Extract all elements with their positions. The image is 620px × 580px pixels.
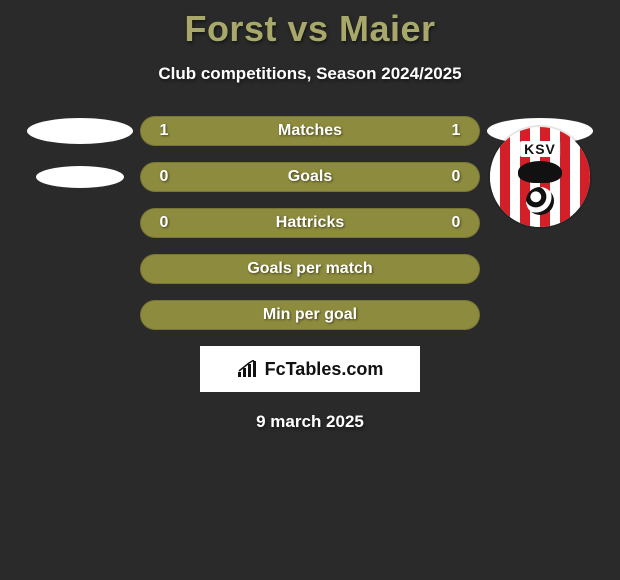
source-badge[interactable]: FcTables.com: [200, 346, 420, 392]
source-badge-text: FcTables.com: [265, 359, 384, 380]
stat-row: Goals per match: [0, 254, 620, 284]
club-badge-text: KSV: [520, 141, 560, 157]
stat-left-value: 0: [158, 214, 170, 232]
stat-right-value: 0: [450, 214, 462, 232]
stat-left-value: 0: [158, 168, 170, 186]
date-text: 9 march 2025: [0, 412, 620, 432]
stat-right-value: 0: [450, 168, 462, 186]
stat-label: Matches: [278, 122, 342, 140]
stat-pill-min-per-goal: Min per goal: [140, 300, 480, 330]
club-badge-eagle-icon: [518, 161, 562, 183]
stat-pill-matches: 1 Matches 1: [140, 116, 480, 146]
club-badge-ball-icon: [526, 187, 554, 215]
chart-icon: [237, 360, 259, 378]
left-side: [20, 166, 140, 188]
stat-row: 0 Goals 0 KSV: [0, 162, 620, 192]
player-ellipse-left: [27, 118, 133, 144]
player-ellipse-left: [36, 166, 124, 188]
stat-right-value: 1: [450, 122, 462, 140]
stat-label: Goals: [288, 168, 332, 186]
subtitle: Club competitions, Season 2024/2025: [0, 64, 620, 84]
stat-pill-goals-per-match: Goals per match: [140, 254, 480, 284]
stat-left-value: 1: [158, 122, 170, 140]
page-title: Forst vs Maier: [0, 0, 620, 50]
stat-rows: 1 Matches 1 0 Goals 0 KSV: [0, 116, 620, 330]
stat-label: Goals per match: [247, 260, 372, 278]
right-side: KSV: [480, 127, 600, 227]
content-container: Forst vs Maier Club competitions, Season…: [0, 0, 620, 580]
club-badge: KSV: [490, 127, 590, 227]
stat-label: Hattricks: [276, 214, 344, 232]
stat-pill-goals: 0 Goals 0: [140, 162, 480, 192]
stat-label: Min per goal: [263, 306, 357, 324]
stat-row: Min per goal: [0, 300, 620, 330]
left-side: [20, 118, 140, 144]
stat-pill-hattricks: 0 Hattricks 0: [140, 208, 480, 238]
